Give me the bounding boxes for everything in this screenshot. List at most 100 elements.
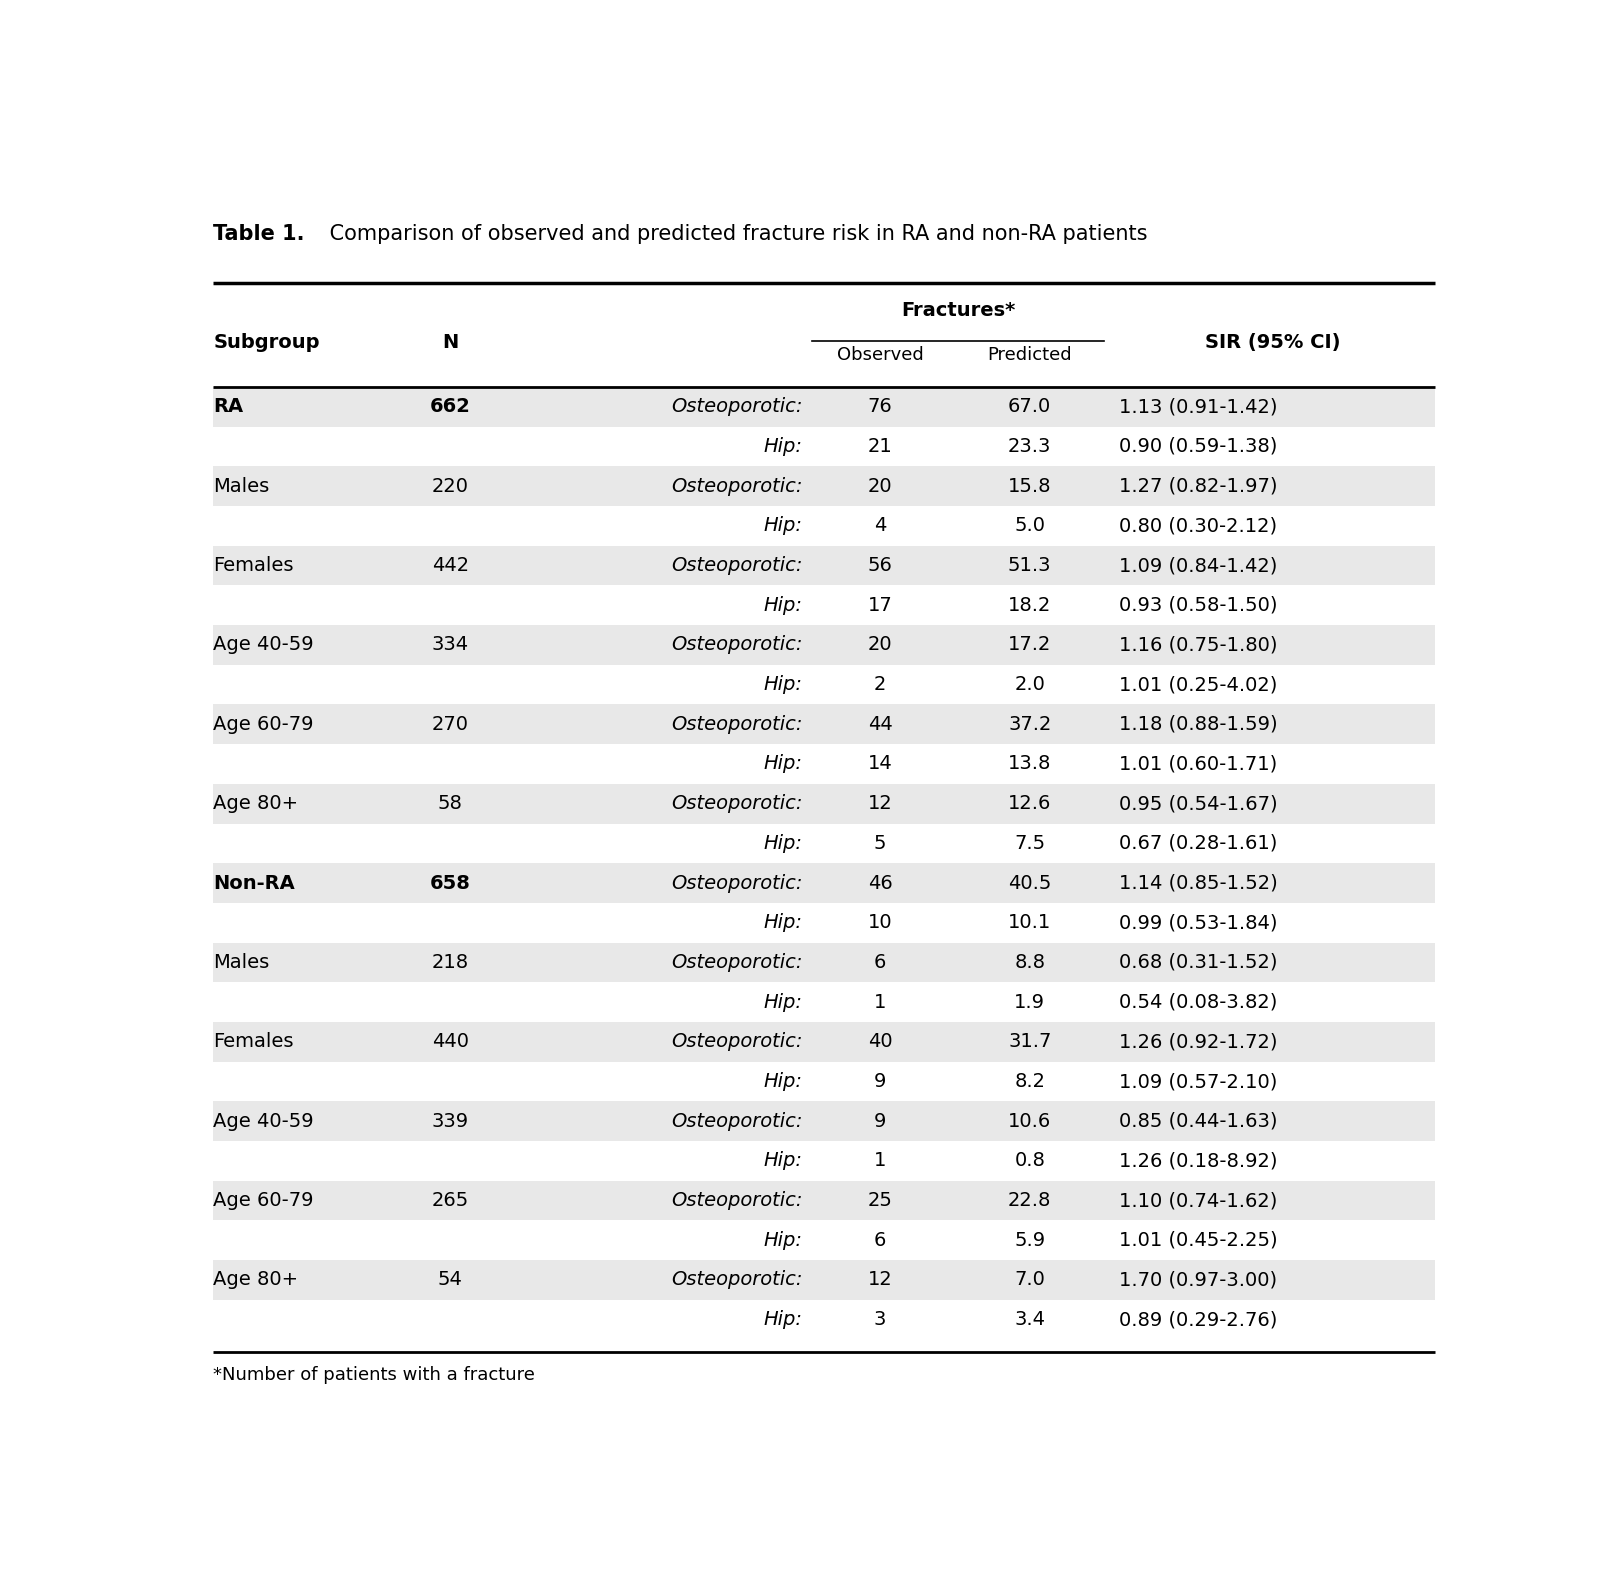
Text: 339: 339 <box>431 1111 469 1130</box>
Text: Age 80+: Age 80+ <box>214 794 299 813</box>
Text: Females: Females <box>214 1032 294 1051</box>
Text: 6: 6 <box>874 953 885 972</box>
Text: Hip:: Hip: <box>763 1152 802 1171</box>
Bar <box>214 864 1433 903</box>
Text: Hip:: Hip: <box>763 1310 802 1329</box>
Text: 0.89 (0.29-2.76): 0.89 (0.29-2.76) <box>1118 1310 1278 1329</box>
Text: Non-RA: Non-RA <box>214 873 296 892</box>
Text: 51.3: 51.3 <box>1008 556 1051 575</box>
Text: Hip:: Hip: <box>763 1072 802 1091</box>
Text: Comparison of observed and predicted fracture risk in RA and non-RA patients: Comparison of observed and predicted fra… <box>323 224 1147 244</box>
Text: 9: 9 <box>874 1072 885 1091</box>
Bar <box>214 783 1433 824</box>
Text: 23.3: 23.3 <box>1008 437 1051 455</box>
Text: 1.09 (0.84-1.42): 1.09 (0.84-1.42) <box>1118 556 1278 575</box>
Text: 0.93 (0.58-1.50): 0.93 (0.58-1.50) <box>1118 596 1278 615</box>
Text: 334: 334 <box>431 635 469 654</box>
Text: 658: 658 <box>429 873 471 892</box>
Text: 662: 662 <box>429 397 471 416</box>
Text: 20: 20 <box>868 476 892 496</box>
Text: 0.95 (0.54-1.67): 0.95 (0.54-1.67) <box>1118 794 1278 813</box>
Text: 220: 220 <box>431 476 469 496</box>
Text: 0.67 (0.28-1.61): 0.67 (0.28-1.61) <box>1118 834 1278 853</box>
Text: 10: 10 <box>868 913 892 933</box>
Text: 37.2: 37.2 <box>1008 716 1051 734</box>
Text: Osteoporotic:: Osteoporotic: <box>672 556 802 575</box>
Bar <box>214 545 1433 585</box>
Text: 1: 1 <box>874 993 885 1012</box>
Text: 1.26 (0.92-1.72): 1.26 (0.92-1.72) <box>1118 1032 1278 1051</box>
Text: 15.8: 15.8 <box>1008 476 1051 496</box>
Text: Fractures*: Fractures* <box>900 301 1014 320</box>
Text: Predicted: Predicted <box>987 345 1072 364</box>
Text: Age 40-59: Age 40-59 <box>214 1111 313 1130</box>
Text: 218: 218 <box>431 953 469 972</box>
Bar <box>214 704 1433 744</box>
Text: Males: Males <box>214 953 270 972</box>
Text: Osteoporotic:: Osteoporotic: <box>672 635 802 654</box>
Text: 1: 1 <box>874 1152 885 1171</box>
Text: Osteoporotic:: Osteoporotic: <box>672 716 802 734</box>
Bar <box>214 466 1433 506</box>
Text: 9: 9 <box>874 1111 885 1130</box>
Text: Osteoporotic:: Osteoporotic: <box>672 873 802 892</box>
Text: 31.7: 31.7 <box>1008 1032 1051 1051</box>
Text: 7.0: 7.0 <box>1014 1270 1045 1289</box>
Text: 1.01 (0.60-1.71): 1.01 (0.60-1.71) <box>1118 755 1278 774</box>
Text: Hip:: Hip: <box>763 675 802 693</box>
Text: N: N <box>442 333 458 351</box>
Text: Hip:: Hip: <box>763 755 802 774</box>
Text: 12.6: 12.6 <box>1008 794 1051 813</box>
Text: 21: 21 <box>868 437 892 455</box>
Text: RA: RA <box>214 397 243 416</box>
Bar <box>214 1021 1433 1062</box>
Text: 1.70 (0.97-3.00): 1.70 (0.97-3.00) <box>1118 1270 1278 1289</box>
Text: 13.8: 13.8 <box>1008 755 1051 774</box>
Text: Osteoporotic:: Osteoporotic: <box>672 953 802 972</box>
Text: 54: 54 <box>437 1270 463 1289</box>
Text: Age 60-79: Age 60-79 <box>214 716 313 734</box>
Text: Osteoporotic:: Osteoporotic: <box>672 397 802 416</box>
Text: 0.80 (0.30-2.12): 0.80 (0.30-2.12) <box>1118 517 1278 536</box>
Text: 46: 46 <box>868 873 892 892</box>
Text: 1.01 (0.25-4.02): 1.01 (0.25-4.02) <box>1118 675 1278 693</box>
Text: SIR (95% CI): SIR (95% CI) <box>1204 333 1340 351</box>
Text: Hip:: Hip: <box>763 834 802 853</box>
Text: Table 1.: Table 1. <box>214 224 305 244</box>
Text: Osteoporotic:: Osteoporotic: <box>672 1032 802 1051</box>
Text: 1.10 (0.74-1.62): 1.10 (0.74-1.62) <box>1118 1191 1278 1210</box>
Text: 265: 265 <box>431 1191 469 1210</box>
Text: 0.90 (0.59-1.38): 0.90 (0.59-1.38) <box>1118 437 1278 455</box>
Text: Hip:: Hip: <box>763 993 802 1012</box>
Bar <box>214 1261 1433 1300</box>
Text: 3: 3 <box>874 1310 885 1329</box>
Text: 58: 58 <box>437 794 463 813</box>
Text: 0.68 (0.31-1.52): 0.68 (0.31-1.52) <box>1118 953 1278 972</box>
Text: 1.16 (0.75-1.80): 1.16 (0.75-1.80) <box>1118 635 1278 654</box>
Text: 5.9: 5.9 <box>1014 1231 1045 1250</box>
Text: 18.2: 18.2 <box>1008 596 1051 615</box>
Text: 10.1: 10.1 <box>1008 913 1051 933</box>
Text: 67.0: 67.0 <box>1008 397 1051 416</box>
Text: 1.01 (0.45-2.25): 1.01 (0.45-2.25) <box>1118 1231 1278 1250</box>
Text: 1.13 (0.91-1.42): 1.13 (0.91-1.42) <box>1118 397 1278 416</box>
Text: 1.27 (0.82-1.97): 1.27 (0.82-1.97) <box>1118 476 1278 496</box>
Text: 40.5: 40.5 <box>1008 873 1051 892</box>
Text: 440: 440 <box>431 1032 469 1051</box>
Text: 10.6: 10.6 <box>1008 1111 1051 1130</box>
Text: 76: 76 <box>868 397 892 416</box>
Text: Hip:: Hip: <box>763 437 802 455</box>
Text: Males: Males <box>214 476 270 496</box>
Text: 17.2: 17.2 <box>1008 635 1051 654</box>
Text: Subgroup: Subgroup <box>214 333 320 351</box>
Text: 14: 14 <box>868 755 892 774</box>
Text: 0.99 (0.53-1.84): 0.99 (0.53-1.84) <box>1118 913 1278 933</box>
Text: 40: 40 <box>868 1032 892 1051</box>
Text: 3.4: 3.4 <box>1014 1310 1045 1329</box>
Text: Age 60-79: Age 60-79 <box>214 1191 313 1210</box>
Text: Females: Females <box>214 556 294 575</box>
Text: *Number of patients with a fracture: *Number of patients with a fracture <box>214 1366 535 1384</box>
Text: 25: 25 <box>868 1191 892 1210</box>
Text: 7.5: 7.5 <box>1014 834 1045 853</box>
Bar <box>214 388 1433 427</box>
